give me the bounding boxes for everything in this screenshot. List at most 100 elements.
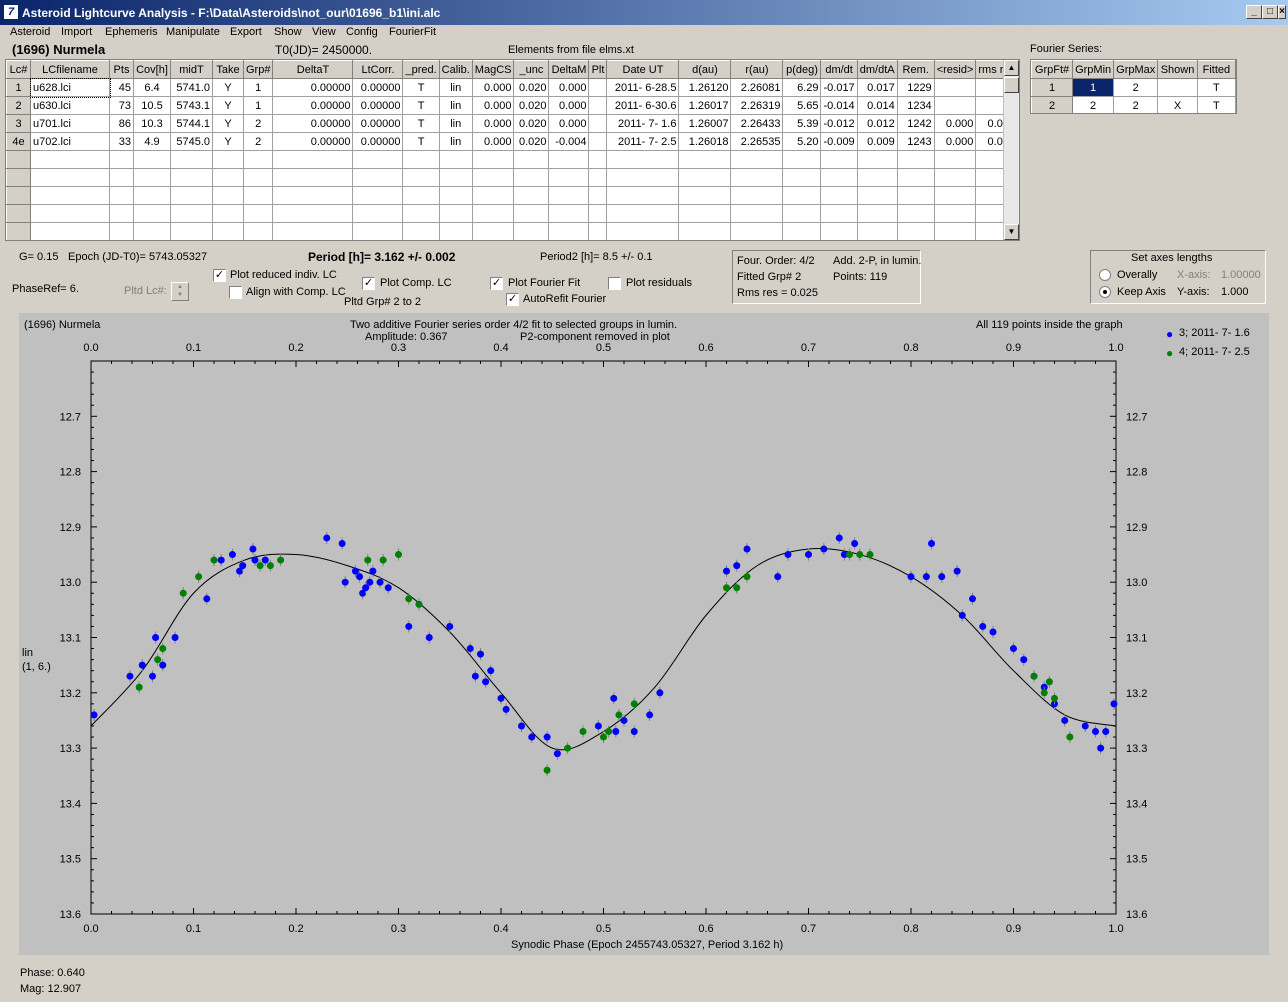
column-header[interactable]: Grp#	[242, 60, 274, 79]
table-cell[interactable]: -0.009	[820, 132, 858, 151]
table-cell[interactable]: 5741.0	[170, 78, 213, 97]
table-cell[interactable]	[606, 204, 680, 223]
table-row[interactable]	[6, 168, 1019, 187]
table-cell[interactable]	[896, 186, 935, 205]
plot-residuals-checkbox[interactable]	[608, 277, 621, 290]
table-cell[interactable]	[272, 222, 354, 240]
table-cell[interactable]	[782, 150, 822, 169]
table-cell[interactable]: 6.4	[133, 78, 171, 97]
table-cell[interactable]	[856, 168, 898, 187]
table-cell[interactable]: 0.014	[856, 96, 898, 115]
table-cell[interactable]	[242, 204, 274, 223]
table-cell[interactable]: 0.00000	[272, 96, 354, 115]
table-cell[interactable]: 2.26535	[730, 132, 784, 151]
column-header[interactable]: _unc	[513, 60, 550, 79]
table-cell[interactable]	[896, 150, 935, 169]
table-cell[interactable]: 0.000	[471, 96, 515, 115]
table-cell[interactable]	[30, 222, 110, 240]
keep-axis-radio[interactable]	[1099, 286, 1111, 298]
table-cell[interactable]: 1.26017	[678, 96, 732, 115]
column-header[interactable]: Plt	[588, 60, 608, 79]
column-header[interactable]: DeltaT	[272, 60, 354, 79]
table-cell[interactable]: T	[402, 132, 440, 151]
table-cell[interactable]	[896, 168, 935, 187]
column-header[interactable]: Calib.	[438, 60, 473, 79]
table-cell[interactable]	[548, 168, 590, 187]
column-header[interactable]: dm/dt	[820, 60, 858, 79]
table-cell[interactable]	[242, 150, 274, 169]
table-cell[interactable]	[606, 186, 680, 205]
table-cell[interactable]	[856, 204, 898, 223]
table-cell[interactable]: 0.00000	[352, 114, 404, 133]
table-cell[interactable]: -0.012	[820, 114, 858, 133]
column-header[interactable]: DeltaM	[548, 60, 590, 79]
table-cell[interactable]: 5.20	[782, 132, 822, 151]
table-cell[interactable]	[402, 150, 440, 169]
table-cell[interactable]	[588, 150, 608, 169]
table-cell[interactable]	[109, 150, 134, 169]
table-cell[interactable]: 1.26007	[678, 114, 732, 133]
table-cell[interactable]	[548, 150, 590, 169]
table-cell[interactable]	[588, 222, 608, 240]
table-cell[interactable]: T	[402, 78, 440, 97]
table-cell[interactable]	[272, 168, 354, 187]
table-cell[interactable]: 1234	[896, 96, 935, 115]
column-header[interactable]: r(au)	[730, 60, 784, 79]
table-cell[interactable]	[678, 222, 732, 240]
column-header[interactable]: GrpMax	[1113, 60, 1159, 79]
menu-asteroid[interactable]: Asteroid	[10, 26, 51, 38]
table-cell[interactable]	[782, 204, 822, 223]
scroll-up-icon[interactable]: ▲	[1004, 60, 1019, 76]
menu-manipulate[interactable]: Manipulate	[166, 26, 220, 38]
column-header[interactable]: LCfilename	[30, 60, 110, 79]
minimize-button[interactable]: _	[1246, 5, 1262, 19]
table-cell[interactable]	[896, 222, 935, 240]
table-cell[interactable]: 5.65	[782, 96, 822, 115]
table-cell[interactable]	[730, 222, 784, 240]
column-header[interactable]: GrpMin	[1072, 60, 1115, 79]
menu-show[interactable]: Show	[274, 26, 302, 38]
column-header[interactable]: LtCorr.	[352, 60, 404, 79]
table-cell[interactable]: u702.lci	[30, 132, 110, 151]
table-cell[interactable]	[588, 168, 608, 187]
column-header[interactable]: dm/dtA	[856, 60, 898, 79]
table-cell[interactable]: 2011- 6-28.5	[606, 78, 680, 97]
table-cell[interactable]: 2	[1072, 96, 1115, 113]
row-header[interactable]	[6, 222, 31, 240]
column-header[interactable]: d(au)	[678, 60, 732, 79]
table-cell[interactable]	[513, 204, 550, 223]
table-cell[interactable]	[402, 168, 440, 187]
table-row[interactable]	[6, 204, 1019, 223]
table-cell[interactable]: 33	[109, 132, 134, 151]
column-header[interactable]: Date UT	[606, 60, 680, 79]
table-cell[interactable]	[820, 204, 858, 223]
table-cell[interactable]: lin	[438, 78, 473, 97]
column-header[interactable]: Lc#	[6, 60, 31, 79]
table-cell[interactable]	[471, 186, 515, 205]
table-cell[interactable]	[933, 186, 977, 205]
table-cell[interactable]: 2	[1113, 78, 1159, 97]
table-cell[interactable]	[782, 168, 822, 187]
table-cell[interactable]	[513, 186, 550, 205]
table-cell[interactable]: 1229	[896, 78, 935, 97]
table-cell[interactable]: -0.004	[548, 132, 590, 151]
row-header[interactable]	[6, 204, 31, 223]
table-cell[interactable]	[678, 150, 732, 169]
table-cell[interactable]	[933, 168, 977, 187]
scroll-down-icon[interactable]: ▼	[1004, 224, 1019, 240]
table-cell[interactable]: 5745.0	[170, 132, 213, 151]
table-cell[interactable]: Y	[212, 96, 244, 115]
table-cell[interactable]	[402, 204, 440, 223]
table-cell[interactable]: 0.020	[513, 132, 550, 151]
column-header[interactable]: Pts	[109, 60, 134, 79]
table-cell[interactable]	[109, 186, 134, 205]
column-header[interactable]: p(deg)	[782, 60, 822, 79]
lc-table[interactable]: Lc# LCfilename Pts Cov[h] midT Take Grp# DeltaT…	[6, 60, 1019, 240]
table-cell[interactable]	[513, 222, 550, 240]
table-cell[interactable]: 0.000	[933, 114, 977, 133]
table-cell[interactable]: 0.00000	[352, 96, 404, 115]
table-cell[interactable]: -0.017	[820, 78, 858, 97]
align-checkbox[interactable]	[229, 286, 242, 299]
